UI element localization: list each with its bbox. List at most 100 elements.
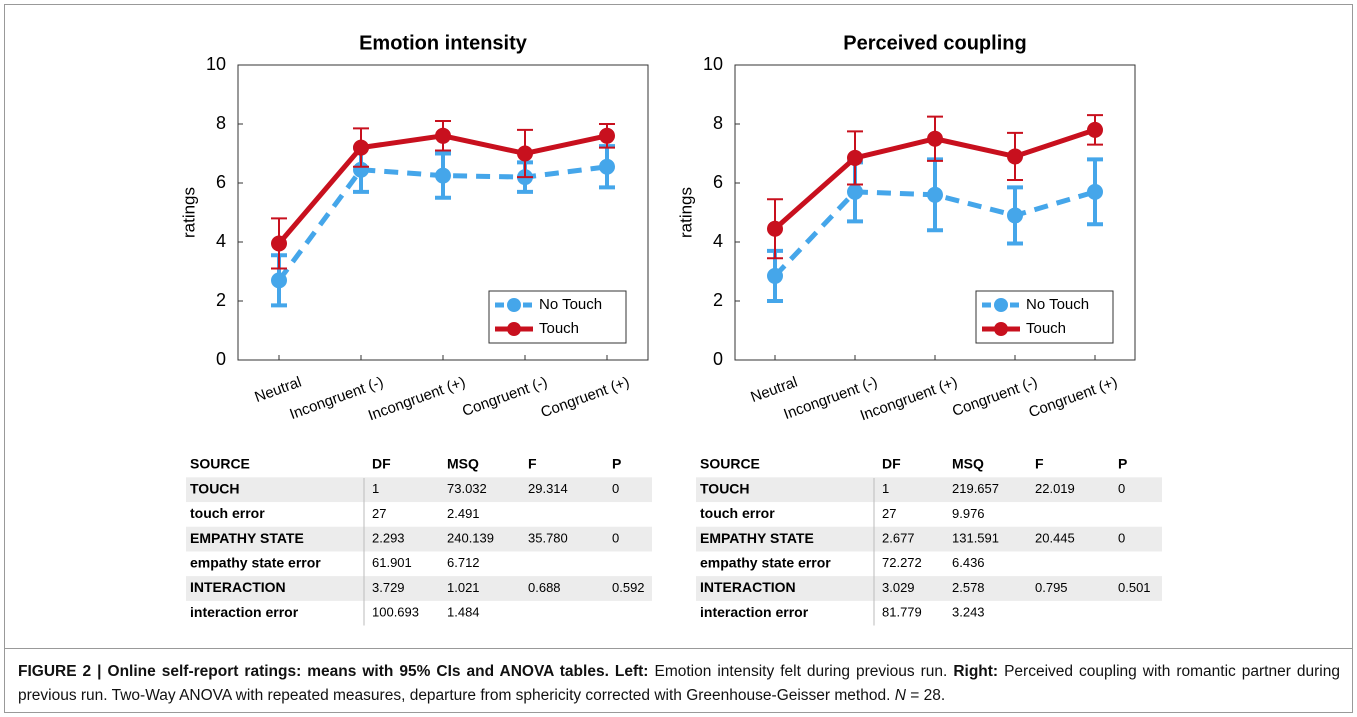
caption-left-text: Emotion intensity felt during previous r…	[654, 663, 948, 680]
y-tick-label: 4	[713, 231, 723, 251]
x-tick-label: Congruent (-)	[460, 374, 550, 420]
table-header: DF	[372, 456, 391, 472]
table-cell: 27	[882, 506, 896, 521]
point	[847, 183, 863, 200]
table-cell: 131.591	[952, 531, 999, 546]
y-tick-label: 8	[216, 113, 226, 133]
table-cell: 0	[1118, 481, 1125, 496]
table-cell: 2.491	[447, 506, 480, 521]
legend-marker	[507, 298, 521, 312]
table-cell: 72.272	[882, 555, 922, 570]
table-header: SOURCE	[190, 456, 250, 472]
legend-label: Touch	[539, 320, 579, 337]
table-cell: INTERACTION	[700, 579, 796, 595]
table-cell: empathy state error	[700, 555, 831, 571]
y-axis-label: ratings	[676, 187, 695, 238]
table-cell: 3.243	[952, 605, 985, 620]
table-cell: touch error	[700, 505, 775, 521]
table-cell: TOUCH	[190, 480, 240, 496]
y-tick-label: 4	[216, 231, 226, 251]
table-cell: TOUCH	[700, 480, 750, 496]
table-header: F	[528, 456, 537, 472]
table-cell: 100.693	[372, 605, 419, 620]
x-tick-label: Congruent (+)	[1027, 374, 1120, 422]
point	[847, 149, 863, 166]
point	[599, 158, 615, 175]
table-header: P	[1118, 456, 1127, 472]
table-cell: 61.901	[372, 555, 412, 570]
table-cell: 0.795	[1035, 580, 1068, 595]
table-cell: EMPATHY STATE	[700, 530, 814, 546]
table-row-shade	[696, 526, 1162, 552]
point	[927, 130, 943, 147]
table-cell: 3.729	[372, 580, 405, 595]
table-cell: 1	[372, 481, 379, 496]
table-cell: 240.139	[447, 531, 494, 546]
point	[271, 235, 287, 252]
table-cell: 1.484	[447, 605, 480, 620]
caption: FIGURE 2 | Online self-report ratings: m…	[18, 660, 1340, 708]
y-tick-label: 0	[216, 349, 226, 369]
table-cell: 0	[612, 531, 619, 546]
table-header: MSQ	[447, 456, 479, 472]
table-cell: 2.293	[372, 531, 405, 546]
table-cell: interaction error	[190, 604, 299, 620]
legend-marker	[507, 322, 521, 336]
y-tick-label: 6	[713, 172, 723, 192]
y-tick-label: 8	[713, 113, 723, 133]
table-cell: 9.976	[952, 506, 985, 521]
y-tick-label: 10	[206, 54, 226, 74]
table-cell: touch error	[190, 505, 265, 521]
table-cell: EMPATHY STATE	[190, 530, 304, 546]
table-cell: 0.592	[612, 580, 645, 595]
table-cell: 22.019	[1035, 481, 1075, 496]
point	[435, 167, 451, 184]
point	[1087, 183, 1103, 200]
point	[927, 186, 943, 203]
table-cell: 81.779	[882, 605, 922, 620]
y-tick-label: 6	[216, 172, 226, 192]
table-row-shade	[696, 576, 1162, 601]
caption-n-var: N	[894, 687, 906, 704]
table-header: DF	[882, 456, 901, 472]
table-cell: 6.712	[447, 555, 480, 570]
table-cell: 1	[882, 481, 889, 496]
legend-marker	[994, 322, 1008, 336]
table-cell: 3.029	[882, 580, 915, 595]
legend-label: No Touch	[539, 296, 602, 313]
x-tick-label: Neutral	[252, 374, 303, 407]
x-tick-label: Neutral	[748, 374, 799, 407]
table-header: SOURCE	[700, 456, 760, 472]
point	[271, 272, 287, 289]
table-cell: 0.501	[1118, 580, 1151, 595]
y-axis-label: ratings	[179, 187, 198, 238]
figure-border	[4, 4, 1353, 713]
table-row-shade	[186, 576, 652, 601]
table-header: MSQ	[952, 456, 984, 472]
legend-marker	[994, 298, 1008, 312]
legend-label: Touch	[1026, 320, 1066, 337]
caption-left-label: Left:	[614, 663, 649, 680]
table-cell: 6.436	[952, 555, 985, 570]
table-cell: 1.021	[447, 580, 480, 595]
table-cell: 0.688	[528, 580, 561, 595]
table-cell: 2.578	[952, 580, 985, 595]
table-cell: 20.445	[1035, 531, 1075, 546]
point	[435, 127, 451, 144]
point	[1087, 121, 1103, 138]
legend-label: No Touch	[1026, 296, 1089, 313]
point	[353, 161, 369, 178]
table-cell: 27	[372, 506, 386, 521]
x-tick-label: Congruent (+)	[539, 374, 632, 422]
table-cell: 29.314	[528, 481, 568, 496]
y-tick-label: 2	[713, 290, 723, 310]
caption-right-label: Right:	[953, 663, 999, 680]
point	[517, 145, 533, 162]
point	[767, 220, 783, 237]
table-row-shade	[696, 477, 1162, 503]
table-cell: interaction error	[700, 604, 809, 620]
table-cell: 219.657	[952, 481, 999, 496]
table-cell: empathy state error	[190, 555, 321, 571]
table-cell: 0	[1118, 531, 1125, 546]
